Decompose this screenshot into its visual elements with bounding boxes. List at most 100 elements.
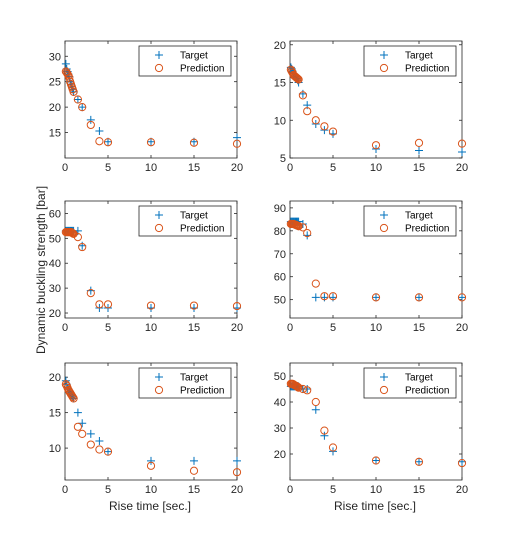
x-tick-label: 0 (287, 322, 293, 334)
prediction-point (78, 103, 87, 112)
prediction-point (103, 447, 113, 456)
prediction-point (78, 242, 87, 252)
x-tick-label: 5 (105, 484, 111, 496)
prediction-point (371, 293, 381, 302)
prediction-point (291, 73, 301, 82)
legend-label-target: Target (405, 211, 433, 222)
prediction-point (69, 87, 78, 96)
prediction-point (73, 95, 83, 104)
x-tick-label: 0 (62, 484, 68, 496)
legend-box (363, 205, 457, 237)
legend-prediction-marker (154, 63, 164, 73)
prediction-point (232, 468, 242, 477)
target-point (320, 431, 329, 440)
target-point (458, 293, 466, 302)
y-tick-label: 50 (274, 295, 286, 307)
x-axis-label-left: Rise time [sec.] (109, 499, 191, 513)
y-tick-label: 20 (274, 40, 286, 52)
prediction-point (146, 301, 156, 310)
target-point (95, 437, 104, 445)
legend-label-target: Target (180, 211, 208, 222)
prediction-point (293, 382, 302, 392)
legend-prediction-marker (379, 385, 389, 395)
x-tick-label: 5 (330, 162, 336, 174)
prediction-point (95, 445, 104, 454)
x-tick-label: 20 (231, 484, 243, 496)
y-tick-label: 20 (49, 102, 61, 114)
x-tick-label: 20 (456, 322, 468, 334)
target-point (415, 146, 423, 155)
legend-label-prediction: Prediction (180, 386, 224, 397)
legend-label-target: Target (180, 51, 208, 62)
x-tick-label: 10 (145, 322, 157, 334)
prediction-point (311, 116, 320, 125)
prediction-point (371, 456, 381, 465)
y-tick-label: 20 (49, 308, 61, 320)
y-tick-label: 30 (274, 423, 286, 435)
x-tick-label: 0 (62, 162, 68, 174)
prediction-point (68, 392, 77, 402)
prediction-point (298, 384, 307, 394)
legend-target-marker (380, 373, 388, 381)
x-tick-label: 20 (231, 322, 243, 334)
prediction-point (457, 293, 467, 302)
y-tick-label: 70 (274, 249, 286, 261)
x-tick-label: 0 (62, 322, 68, 334)
target-point (190, 456, 198, 465)
y-tick-label: 60 (49, 208, 61, 220)
prediction-point (457, 459, 467, 468)
legend-target-marker (155, 373, 163, 381)
target-point (372, 293, 380, 302)
legend-label-prediction: Prediction (405, 224, 449, 235)
target-point (95, 127, 104, 136)
target-point (298, 89, 307, 98)
prediction-point (298, 223, 307, 232)
prediction-point (189, 301, 199, 310)
prediction-point (61, 67, 70, 76)
prediction-point (189, 466, 199, 475)
legend-box (138, 205, 232, 237)
legend-box (363, 367, 457, 399)
legend-prediction-marker (379, 63, 389, 73)
y-tick-label: 30 (49, 283, 61, 295)
prediction-point (95, 137, 104, 146)
prediction-point (78, 429, 87, 439)
legend-label-target: Target (180, 373, 208, 384)
prediction-point (293, 74, 302, 83)
target-point (69, 87, 78, 96)
target-point (73, 95, 82, 104)
target-point (86, 115, 95, 124)
panel-top-left: 0 5 10 15 20 15 20 25 30 Target Prediction (49, 40, 243, 174)
x-tick-label: 0 (287, 162, 293, 174)
legend-prediction-marker (154, 385, 164, 395)
y-tick-label: 50 (49, 233, 61, 245)
prediction-point (414, 457, 424, 466)
target-point (372, 456, 380, 465)
target-point (415, 293, 423, 302)
target-point (78, 103, 87, 112)
y-tick-label: 90 (274, 203, 286, 215)
legend-label-target: Target (405, 51, 433, 62)
panel-middle-right: 0 5 10 15 20 50 60 70 80 90 Target Prediction (274, 200, 468, 334)
y-tick-label: 20 (49, 372, 61, 384)
prediction-point (303, 107, 312, 116)
x-tick-label: 5 (105, 322, 111, 334)
legend-label-target: Target (405, 373, 433, 384)
legend-box (138, 367, 232, 399)
prediction-point (146, 461, 156, 470)
y-tick-label: 5 (280, 153, 286, 165)
prediction-point (294, 75, 303, 84)
y-tick-label: 15 (49, 128, 61, 140)
target-point (73, 408, 82, 417)
x-tick-label: 10 (145, 162, 157, 174)
legend-label-prediction: Prediction (180, 64, 224, 75)
x-tick-label: 20 (456, 162, 468, 174)
prediction-point (311, 279, 320, 288)
x-tick-label: 15 (413, 484, 425, 496)
legend-target-marker (155, 211, 163, 219)
prediction-point (189, 138, 199, 147)
prediction-point (73, 422, 83, 431)
target-point (61, 59, 70, 68)
y-tick-label: 30 (49, 51, 61, 63)
